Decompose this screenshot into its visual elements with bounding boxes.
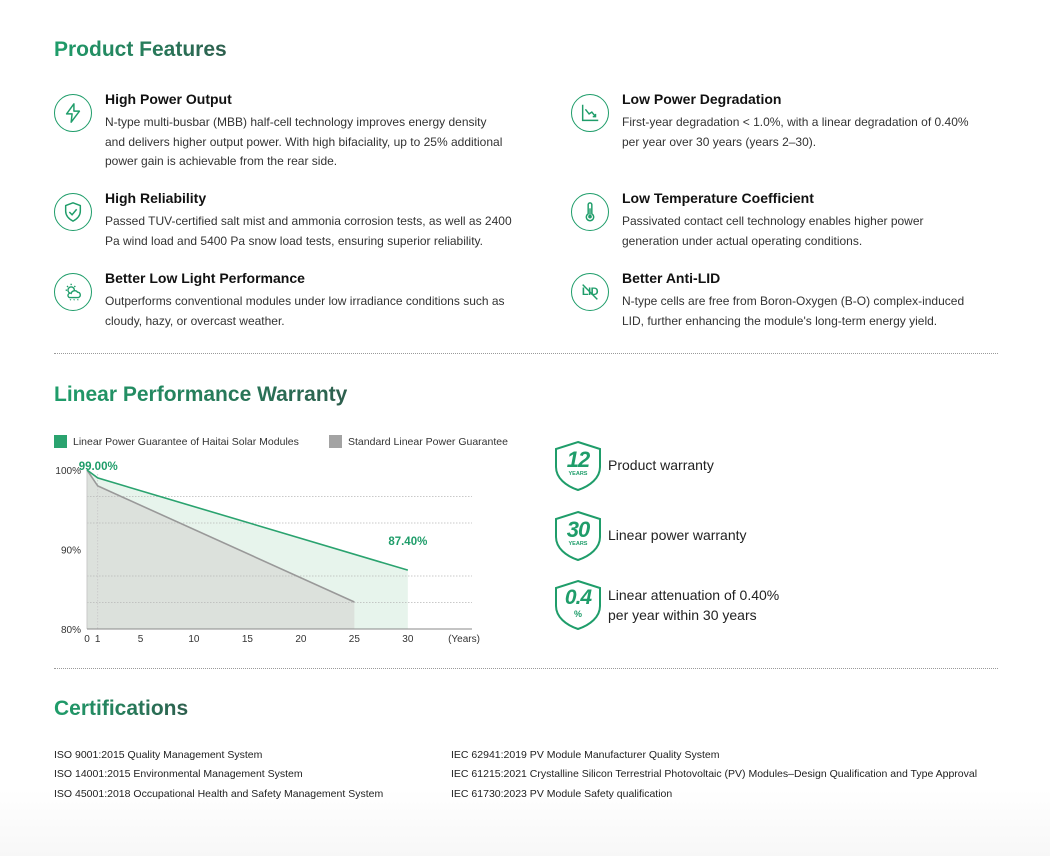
shield-check-icon [54, 193, 92, 231]
badge-number: 12 [566, 447, 590, 472]
x-tick-label: 30 [402, 634, 414, 645]
x-tick-label: 10 [188, 634, 200, 645]
badge-sub: YEARS [568, 541, 588, 547]
x-tick-label: 15 [242, 634, 254, 645]
certifications-title: Certifications [54, 697, 189, 720]
product-features-title: Product Features [54, 38, 227, 61]
section-divider [54, 353, 998, 354]
feature-description: First-year degradation < 1.0%, with a li… [622, 115, 969, 149]
x-axis-label: (Years) [448, 634, 480, 645]
feature-description: N-type multi-busbar (MBB) half-cell tech… [105, 115, 503, 168]
cert-item: ISO 14001:2015 Environmental Management … [54, 768, 303, 780]
cert-item: IEC 61730:2023 PV Module Safety qualific… [451, 788, 673, 800]
legend-item-haitai: Linear Power Guarantee of Haitai Solar M… [54, 435, 299, 448]
x-tick-label: 25 [349, 634, 361, 645]
cert-item: ISO 45001:2018 Occupational Health and S… [54, 788, 384, 800]
feature-description: Outperforms conventional modules under l… [105, 294, 505, 328]
series-line-1 [86, 469, 355, 603]
feature-title: Low Temperature Coefficient [622, 190, 814, 206]
feature-description: Passed TUV-certified salt mist and ammon… [105, 214, 512, 248]
annotation-label: 87.40% [388, 536, 427, 548]
legend-swatch [54, 435, 67, 448]
badge-text: Linear attenuation of 0.40% per year wit… [608, 587, 780, 623]
cert-item: IEC 61215:2021 Crystalline Silicon Terre… [451, 768, 978, 780]
no-lid-icon: LID [571, 273, 609, 311]
warranty-title: Linear Performance Warranty [54, 383, 348, 406]
badge-number: 30 [566, 517, 590, 542]
cloudy-sun-icon [54, 273, 92, 311]
feature-title: Better Low Light Performance [105, 270, 305, 286]
y-tick-label: 100% [55, 466, 81, 477]
cert-item: ISO 9001:2015 Quality Management System [54, 749, 263, 761]
lightning-icon [54, 94, 92, 132]
series-area-1 [87, 470, 355, 629]
x-tick-label: 20 [295, 634, 307, 645]
thermometer-icon [571, 193, 609, 231]
badge-product-warranty: 12 YEARS Product warranty [554, 440, 954, 492]
section-divider [54, 668, 998, 669]
x-tick-label: 1 [95, 634, 101, 645]
badge-linear-power-warranty: 30 YEARS Linear power warranty [554, 510, 954, 562]
badge-linear-attenuation: 0.4 % Linear attenuation of 0.40% per ye… [554, 579, 954, 631]
badge-text: Linear power warranty [608, 527, 747, 543]
legend-swatch [329, 435, 342, 448]
feature-title: High Reliability [105, 190, 207, 206]
declining-chart-icon [571, 94, 609, 132]
feature-title: Better Anti-LID [622, 270, 721, 286]
annotation-label: 99.00% [79, 461, 118, 473]
x-tick-label: 5 [138, 634, 144, 645]
badge-sub: YEARS [568, 471, 588, 477]
badge-number: 0.4 [564, 586, 592, 609]
badge-sub: % [573, 609, 582, 619]
shield-badge-icon [555, 579, 601, 631]
y-tick-label: 90% [61, 546, 81, 557]
legend-item-standard: Standard Linear Power Guarantee [329, 435, 508, 448]
series-line-0 [86, 469, 409, 571]
feature-description: N-type cells are free from Boron-Oxygen … [622, 294, 965, 328]
cert-item: IEC 62941:2019 PV Module Manufacturer Qu… [451, 749, 720, 761]
legend-label: Linear Power Guarantee of Haitai Solar M… [73, 435, 299, 448]
feature-description: Passivated contact cell technology enabl… [622, 214, 924, 248]
badge-text: Product warranty [608, 457, 714, 473]
legend-label: Standard Linear Power Guarantee [348, 435, 508, 448]
shield-badge-icon [555, 510, 601, 562]
feature-title: Low Power Degradation [622, 91, 782, 107]
y-tick-label: 80% [61, 625, 81, 636]
warranty-chart: 80%90%100%0 1 5 10 15 20 25 30 (Years)99.00%87.4… [55, 461, 480, 645]
feature-title: High Power Output [105, 91, 232, 107]
shield-badge-icon [555, 440, 601, 492]
x-tick-label: 0 [84, 634, 90, 645]
